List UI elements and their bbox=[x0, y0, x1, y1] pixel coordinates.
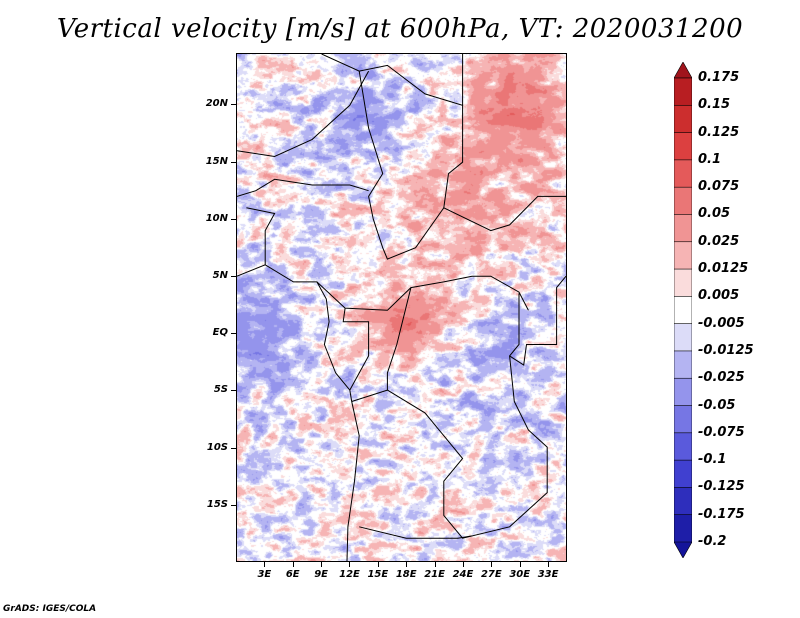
colorbar-label: 0.0125 bbox=[698, 261, 749, 277]
colorbar-segment bbox=[674, 350, 692, 380]
colorbar-segment bbox=[674, 159, 692, 188]
colorbar-segment bbox=[674, 459, 692, 489]
colorbar-segment bbox=[674, 514, 692, 543]
colorbar-label: 0.125 bbox=[698, 124, 740, 140]
y-tick-label: 15N bbox=[205, 155, 228, 167]
colorbar-label: 0.025 bbox=[698, 233, 740, 249]
country-borders bbox=[237, 54, 566, 561]
x-tick-label: 12E bbox=[339, 569, 360, 580]
x-tick-label: 6E bbox=[285, 569, 300, 580]
colorbar-label: -0.175 bbox=[698, 506, 745, 522]
x-tick-label: 3E bbox=[257, 569, 272, 580]
colorbar-extend-min bbox=[674, 541, 692, 558]
y-tick bbox=[231, 333, 236, 335]
border-line bbox=[359, 526, 473, 539]
y-tick-label: 15S bbox=[206, 498, 228, 510]
x-tick bbox=[462, 562, 464, 567]
colorbar-segment bbox=[674, 214, 692, 243]
y-tick bbox=[231, 104, 236, 106]
y-tick-label: 20N bbox=[205, 98, 228, 110]
border-line bbox=[246, 207, 276, 265]
colorbar-label: 0.15 bbox=[698, 97, 731, 113]
colorbar-segment bbox=[674, 77, 692, 107]
colorbar-label: 0.075 bbox=[698, 179, 740, 195]
y-tick-label: 5N bbox=[212, 270, 228, 282]
colorbar-segment bbox=[674, 323, 692, 352]
colorbar-segment bbox=[674, 186, 692, 216]
x-tick-label: 21E bbox=[424, 569, 445, 580]
colorbar-segment bbox=[674, 432, 692, 461]
colorbar-segment bbox=[674, 132, 692, 161]
colorbar-label: -0.05 bbox=[698, 397, 736, 413]
border-line bbox=[443, 105, 566, 232]
border-line bbox=[237, 264, 360, 561]
colorbar-label: 0.05 bbox=[698, 206, 731, 222]
y-tick bbox=[231, 504, 236, 506]
colorbar-segment bbox=[674, 241, 692, 270]
colorbar-label: 0.175 bbox=[698, 70, 740, 85]
y-tick-label: 10N bbox=[205, 212, 228, 224]
colorbar-label: -0.1 bbox=[698, 452, 727, 468]
y-tick-label: EQ bbox=[212, 327, 228, 339]
colorbar-segment bbox=[674, 377, 692, 407]
border-line bbox=[509, 275, 566, 366]
y-tick bbox=[231, 390, 236, 392]
border-line bbox=[237, 178, 369, 197]
colorbar-segment bbox=[674, 405, 692, 434]
x-tick bbox=[264, 562, 266, 567]
x-tick-label: 27E bbox=[480, 569, 502, 580]
colorbar-label: 0.1 bbox=[698, 151, 722, 167]
x-tick bbox=[434, 562, 436, 567]
vertical-velocity-field bbox=[237, 54, 566, 561]
colorbar-label: -0.025 bbox=[698, 370, 745, 386]
y-tick bbox=[231, 218, 236, 220]
x-tick-label: 30E bbox=[509, 569, 531, 580]
border-line bbox=[316, 275, 529, 311]
y-tick-label: 5S bbox=[213, 384, 228, 396]
colorbar-label: -0.0125 bbox=[698, 342, 754, 358]
y-tick bbox=[231, 447, 236, 449]
x-tick bbox=[349, 562, 351, 567]
x-tick-label: 9E bbox=[314, 569, 328, 580]
chart-title: Vertical velocity [m/s] at 600hPa, VT: 2… bbox=[56, 14, 744, 44]
map-plot-area bbox=[236, 53, 567, 562]
x-tick-label: 24E bbox=[452, 569, 474, 580]
colorbar-segment bbox=[674, 104, 692, 134]
colorbar-extend-max bbox=[674, 62, 692, 79]
colorbar-segment bbox=[674, 487, 692, 516]
y-tick-label: 10S bbox=[206, 441, 228, 453]
x-tick bbox=[321, 562, 323, 567]
border-line bbox=[351, 287, 412, 402]
x-tick-label: 18E bbox=[395, 569, 417, 580]
x-tick-label: 33E bbox=[537, 569, 559, 580]
x-tick bbox=[292, 562, 294, 567]
y-tick bbox=[231, 276, 236, 278]
x-tick bbox=[377, 562, 379, 567]
colorbar-segment bbox=[674, 296, 692, 325]
border-line bbox=[321, 54, 464, 106]
border-line bbox=[387, 293, 548, 539]
x-tick bbox=[548, 562, 550, 567]
x-tick bbox=[406, 562, 408, 567]
colorbar-label: -0.075 bbox=[698, 424, 745, 440]
colorbar bbox=[674, 62, 692, 558]
x-tick-label: 15E bbox=[367, 569, 389, 580]
border-line bbox=[342, 308, 370, 391]
y-tick bbox=[231, 161, 236, 163]
colorbar-label: 0.005 bbox=[698, 288, 740, 304]
colorbar-segment bbox=[674, 268, 692, 298]
x-tick bbox=[519, 562, 521, 567]
colorbar-label: -0.125 bbox=[698, 479, 745, 495]
footer-credit: GrADS: IGES/COLA bbox=[3, 604, 97, 614]
colorbar-label: -0.2 bbox=[698, 534, 727, 549]
border-line bbox=[358, 71, 445, 260]
x-tick bbox=[491, 562, 493, 567]
colorbar-label: -0.005 bbox=[698, 315, 745, 331]
border-line bbox=[237, 70, 370, 158]
